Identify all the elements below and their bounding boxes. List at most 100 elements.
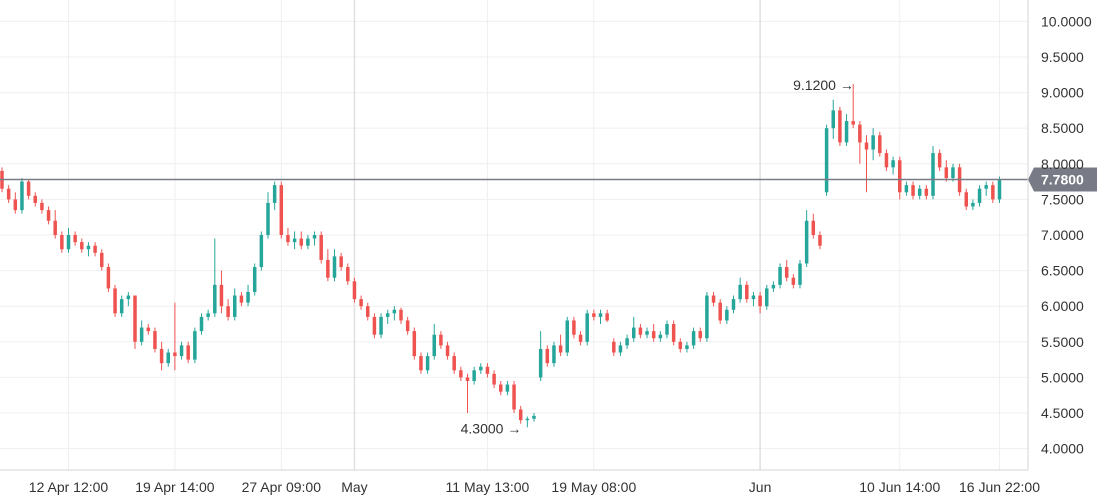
candle (944, 160, 949, 182)
candle-body (618, 345, 623, 353)
candle (385, 309, 390, 325)
candle-body (937, 153, 942, 168)
candle-body (66, 235, 71, 250)
candle-body (784, 267, 789, 278)
candle-body (186, 345, 190, 360)
candle-body (612, 341, 616, 353)
candle (419, 352, 423, 374)
x-tick-label: 11 May 13:00 (446, 479, 530, 495)
candle (525, 416, 530, 428)
candle (658, 331, 663, 342)
candle (751, 291, 756, 307)
candle-body (226, 306, 230, 317)
candle-body (419, 356, 423, 371)
candle (339, 252, 343, 271)
candle (359, 295, 363, 310)
candle-body (352, 281, 357, 300)
candle (86, 242, 91, 257)
candle-body (385, 313, 390, 317)
candle-body (545, 348, 550, 364)
candle (392, 306, 397, 321)
candle-body (691, 331, 696, 346)
candle (784, 259, 789, 282)
y-tick-label: 6.0000 (1041, 298, 1084, 314)
candle (213, 238, 217, 317)
candle-body (984, 185, 988, 189)
candle-body (106, 267, 111, 289)
candle-body (758, 295, 762, 307)
candle-body (439, 334, 443, 346)
arrow-right-icon: → (503, 420, 521, 436)
candle-body (592, 313, 596, 317)
candle (612, 338, 616, 357)
y-tick-label: 4.0000 (1041, 441, 1084, 457)
x-tick-label: 12 Apr 12:00 (29, 479, 109, 495)
candle (193, 327, 197, 364)
candle (266, 192, 270, 239)
candle (272, 181, 277, 211)
candle-body (645, 331, 649, 335)
candle (771, 281, 776, 292)
candle-body (538, 348, 543, 378)
candle (33, 192, 37, 207)
candle-body (286, 235, 290, 243)
y-tick-label: 9.5000 (1041, 49, 1084, 65)
candle-body (366, 306, 370, 317)
arrow-right-icon: → (836, 77, 854, 93)
x-tick-label: May (341, 479, 367, 495)
candle-body (213, 284, 217, 314)
candle (818, 231, 822, 250)
candle-body (173, 352, 177, 357)
candle-body (924, 188, 929, 196)
candle-body (505, 384, 510, 392)
candle-body (33, 195, 37, 203)
candle (412, 327, 417, 360)
candle (166, 348, 170, 367)
candle-body (479, 366, 483, 371)
candle-body (698, 331, 702, 339)
candle (432, 324, 436, 360)
candle-body (113, 288, 117, 314)
candle (572, 316, 576, 339)
candle-body (931, 153, 935, 196)
candle (40, 199, 44, 214)
candle-body (738, 284, 742, 300)
candle (139, 320, 144, 346)
candle-body (831, 110, 835, 129)
candle-body (246, 291, 250, 303)
candle-body (512, 384, 516, 410)
candle (505, 380, 510, 396)
candle (685, 341, 689, 353)
candle (838, 106, 842, 146)
candle-body (26, 181, 31, 196)
candle-body (638, 327, 643, 335)
candle-body (46, 210, 51, 221)
candle (698, 327, 702, 342)
candle (578, 331, 583, 346)
candle-body (598, 313, 603, 317)
candle (306, 235, 310, 250)
candle-body (818, 235, 822, 246)
candle (73, 231, 77, 246)
y-tick-label: 8.5000 (1041, 120, 1084, 136)
candle (492, 370, 496, 389)
candle-body (997, 179, 1002, 200)
candle-body (565, 320, 569, 353)
y-tick-label: 6.5000 (1041, 263, 1084, 279)
candle (445, 341, 450, 360)
candle (173, 302, 177, 371)
candle (592, 309, 596, 321)
y-tick-label: 9.0000 (1041, 85, 1084, 101)
candle (605, 309, 609, 322)
candle (964, 188, 968, 211)
candle (126, 291, 131, 307)
candle-body (878, 135, 882, 154)
candle (831, 99, 835, 139)
candle-body (811, 220, 816, 235)
candle (738, 277, 742, 303)
candle (46, 206, 51, 225)
candle (951, 163, 955, 182)
